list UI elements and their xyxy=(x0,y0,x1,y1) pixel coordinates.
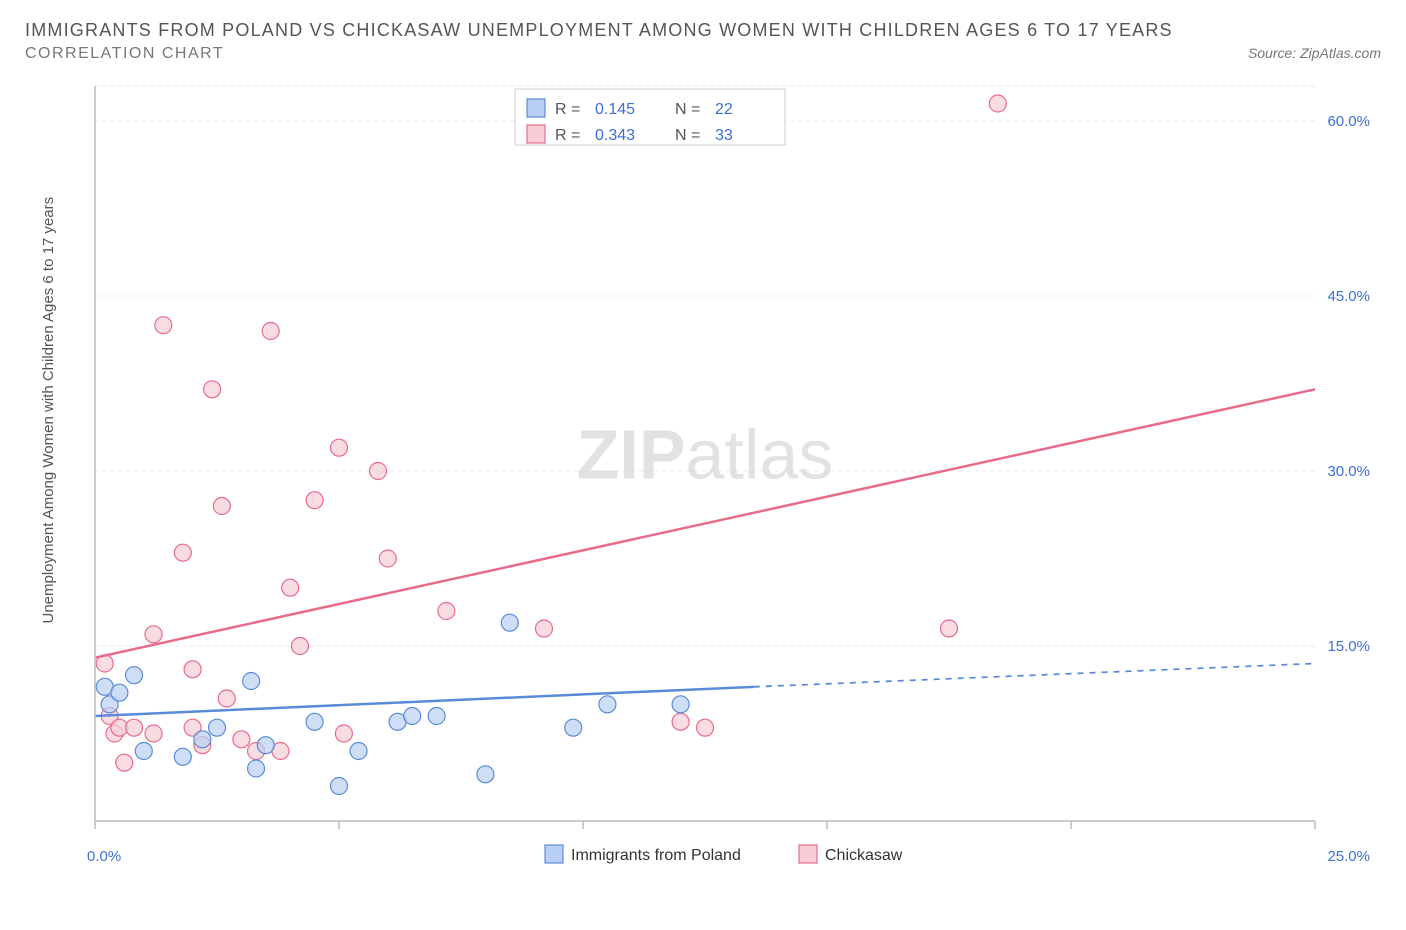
scatter-point xyxy=(306,492,323,509)
legend-r-value: 0.145 xyxy=(595,101,635,118)
scatter-point xyxy=(204,381,221,398)
scatter-point xyxy=(218,690,235,707)
scatter-point xyxy=(194,731,211,748)
scatter-point xyxy=(243,673,260,690)
y-tick-label: 15.0% xyxy=(1327,638,1370,655)
scatter-point xyxy=(145,626,162,643)
scatter-point xyxy=(174,544,191,561)
scatter-point xyxy=(291,638,308,655)
series-legend-label: Immigrants from Poland xyxy=(571,847,741,864)
scatter-point xyxy=(941,620,958,637)
scatter-point xyxy=(672,696,689,713)
y-tick-label: 45.0% xyxy=(1327,288,1370,305)
scatter-point xyxy=(257,737,274,754)
scatter-point xyxy=(331,439,348,456)
legend-n-label: N = xyxy=(675,127,700,144)
scatter-point xyxy=(331,778,348,795)
legend-swatch xyxy=(527,99,545,117)
scatter-point xyxy=(262,323,279,340)
scatter-point xyxy=(599,696,616,713)
trend-line-extrapolated xyxy=(754,664,1315,687)
scatter-point xyxy=(233,731,250,748)
watermark: ZIPatlas xyxy=(577,416,834,494)
scatter-point xyxy=(370,463,387,480)
legend-n-label: N = xyxy=(675,101,700,118)
scatter-point xyxy=(501,614,518,631)
trend-line xyxy=(95,687,754,716)
scatter-point xyxy=(209,719,226,736)
legend-n-value: 22 xyxy=(715,101,733,118)
x-tick-label: 25.0% xyxy=(1327,848,1370,865)
series-legend-swatch xyxy=(799,845,817,863)
y-tick-label: 60.0% xyxy=(1327,113,1370,130)
scatter-point xyxy=(438,603,455,620)
scatter-point xyxy=(116,754,133,771)
scatter-point xyxy=(135,743,152,760)
legend-r-label: R = xyxy=(555,127,580,144)
scatter-point xyxy=(335,725,352,742)
scatter-point xyxy=(989,95,1006,112)
scatter-point xyxy=(126,667,143,684)
scatter-point xyxy=(672,713,689,730)
subtitle-row: CORRELATION CHART Source: ZipAtlas.com xyxy=(25,45,1381,63)
source-attribution: Source: ZipAtlas.com xyxy=(1248,45,1381,61)
series-legend-swatch xyxy=(545,845,563,863)
scatter-point xyxy=(697,719,714,736)
correlation-chart: ZIPatlas 0.0% 25.0% 15.0% 30.0% 45.0% 60.0% Une… xyxy=(25,71,1381,901)
scatter-point xyxy=(174,748,191,765)
scatter-point xyxy=(379,550,396,567)
scatter-point xyxy=(428,708,445,725)
scatter-point xyxy=(565,719,582,736)
scatter-point xyxy=(126,719,143,736)
series-legend-label: Chickasaw xyxy=(825,847,903,864)
x-tick-label: 0.0% xyxy=(87,848,121,865)
chart-title: IMMIGRANTS FROM POLAND VS CHICKASAW UNEM… xyxy=(25,20,1381,41)
scatter-point xyxy=(350,743,367,760)
legend-r-value: 0.343 xyxy=(595,127,635,144)
scatter-point xyxy=(184,661,201,678)
chart-subtitle: CORRELATION CHART xyxy=(25,45,224,63)
legend-r-label: R = xyxy=(555,101,580,118)
scatter-point xyxy=(404,708,421,725)
scatter-point xyxy=(145,725,162,742)
scatter-point xyxy=(213,498,230,515)
chart-container: ZIPatlas 0.0% 25.0% 15.0% 30.0% 45.0% 60.0% Une… xyxy=(25,71,1381,901)
scatter-point xyxy=(248,760,265,777)
y-axis-label: Unemployment Among Women with Children A… xyxy=(40,197,57,624)
legend-swatch xyxy=(527,125,545,143)
scatter-point xyxy=(155,317,172,334)
scatter-point xyxy=(306,713,323,730)
y-tick-label: 30.0% xyxy=(1327,463,1370,480)
legend-n-value: 33 xyxy=(715,127,733,144)
scatter-point xyxy=(535,620,552,637)
scatter-point xyxy=(282,579,299,596)
scatter-point xyxy=(477,766,494,783)
scatter-point xyxy=(111,684,128,701)
